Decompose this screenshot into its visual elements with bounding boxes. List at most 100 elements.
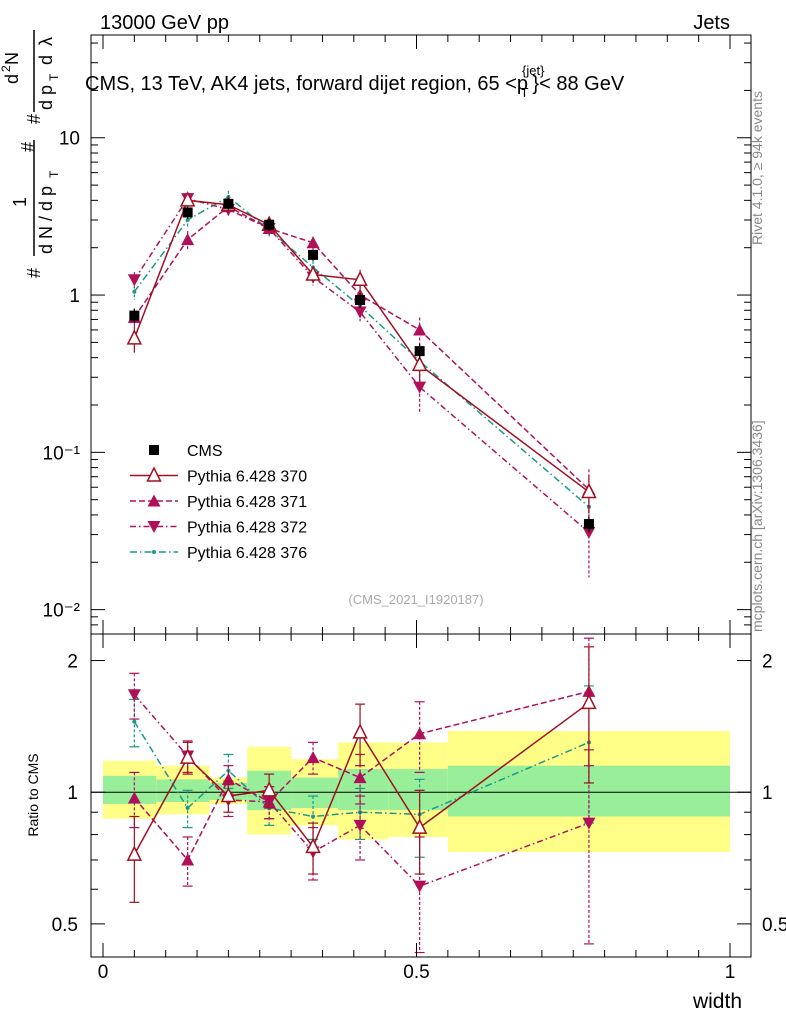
y-tick-label: 10⁻² <box>43 601 81 622</box>
ratio-point <box>221 772 235 785</box>
ratio-y-tick-label-right: 0.5 <box>762 915 786 936</box>
data-point <box>223 198 234 209</box>
svg-text:d: d <box>2 74 22 84</box>
data-point <box>306 236 320 249</box>
data-point <box>182 207 193 218</box>
data-point <box>581 482 597 499</box>
ratio-y-tick-label: 1 <box>67 783 78 804</box>
svg-text:λ: λ <box>36 37 56 46</box>
data-point <box>132 289 137 294</box>
ratio-point <box>132 719 137 724</box>
x-tick-label: 0 <box>98 962 109 983</box>
data-point <box>305 265 321 281</box>
data-point <box>355 295 366 306</box>
ratio-point <box>181 853 195 866</box>
data-point <box>582 526 596 539</box>
legend-label: Pythia 6.428 370 <box>187 469 307 486</box>
ratio-point <box>311 814 316 819</box>
title-text: CMS, 13 TeV, AK4 jets, forward dijet reg… <box>85 63 625 100</box>
data-point <box>414 346 425 357</box>
legend-item: Pythia 6.428 376 <box>130 545 307 562</box>
x-axis-label: width <box>692 990 742 1013</box>
series-line <box>133 196 590 508</box>
legend-label: Pythia 6.428 372 <box>187 520 307 537</box>
ratio-point <box>413 880 427 893</box>
svg-text:d N / d p: d N / d p <box>36 186 56 254</box>
ratio-point <box>413 727 427 740</box>
ratio-point <box>220 786 237 803</box>
ratio-point <box>353 819 367 832</box>
data-point <box>127 274 141 287</box>
legend-marker <box>146 466 162 482</box>
legend-label: Pythia 6.428 371 <box>187 494 307 511</box>
y-tick-label: 1 <box>69 286 80 307</box>
rivet-label: Rivet 4.1.0, ≥ 94k events <box>749 91 765 245</box>
legend-marker <box>149 445 159 455</box>
stat-uncertainty-band <box>388 768 448 811</box>
ratio-point <box>306 751 320 764</box>
data-point <box>413 323 427 336</box>
data-point <box>185 217 190 222</box>
legend-label: CMS <box>187 443 223 460</box>
data-point <box>126 329 143 345</box>
stat-uncertainty-band <box>103 775 157 804</box>
header-left: 13000 GeV pp <box>100 12 229 34</box>
analysis-id: (CMS_2021_I1920187) <box>348 592 483 607</box>
svg-text:2: 2 <box>0 65 13 72</box>
ratio-point <box>261 781 277 797</box>
legend-marker <box>152 550 156 554</box>
svg-text:#: # <box>18 142 38 152</box>
svg-text:T: T <box>47 73 61 81</box>
svg-text:T: T <box>47 170 61 178</box>
legend-item: Pythia 6.428 372 <box>130 520 307 537</box>
svg-text:1: 1 <box>10 197 30 207</box>
ratio-y-tick-label-right: 2 <box>762 652 773 673</box>
ratio-point <box>353 771 367 784</box>
data-point <box>353 306 367 319</box>
ratio-point <box>411 818 428 834</box>
axes-group: 10⁻² 10⁻¹ 1 10 0.5 0.5 1 1 2 2 0 0.5 1 <box>43 34 786 983</box>
legend-item: CMS <box>149 443 223 460</box>
series-pythia-6-428-370 <box>126 191 597 514</box>
svg-text:d p: d p <box>36 85 56 110</box>
header-right: Jets <box>693 12 730 34</box>
y-tick-label: 10⁻¹ <box>43 443 81 464</box>
data-point <box>583 519 594 530</box>
ratio-ylabel: Ratio to CMS <box>25 753 41 836</box>
ratio-line <box>133 702 590 855</box>
data-point <box>413 381 427 394</box>
svg-text:#: # <box>24 268 44 278</box>
ratio-y-tick-label: 0.5 <box>52 915 78 936</box>
data-point <box>308 249 319 260</box>
legend: CMS Pythia 6.428 370 Pythia 6.428 371 Pythi… <box>130 443 307 562</box>
mcplots-label: mcplots.cern.ch [arXiv:1306.3436] <box>749 420 765 632</box>
svg-text:d: d <box>36 55 56 65</box>
ratio-series-group <box>126 637 597 954</box>
data-point <box>181 233 195 246</box>
legend-marker <box>147 521 161 533</box>
x-tick-label: 0.5 <box>403 962 429 983</box>
legend-item: Pythia 6.428 370 <box>130 466 307 486</box>
y-tick-label: 10 <box>59 129 80 150</box>
data-point <box>411 355 428 372</box>
ratio-point <box>126 845 143 861</box>
ratio-point <box>127 689 141 702</box>
ratio-y-tick-label: 2 <box>67 652 78 673</box>
ratio-line <box>133 721 590 818</box>
legend-label: Pythia 6.428 376 <box>187 545 307 562</box>
series-cms <box>129 198 594 533</box>
ratio-plot-frame <box>90 633 752 958</box>
chart-title: CMS, 13 TeV, AK4 jets, forward dijet reg… <box>85 63 625 100</box>
legend-item: Pythia 6.428 371 <box>130 494 307 511</box>
data-point <box>352 270 368 287</box>
series-line <box>133 205 590 491</box>
ratio-y-tick-label-right: 1 <box>762 783 773 804</box>
ratio-point <box>352 723 368 739</box>
ratio-point <box>582 817 596 830</box>
ratio-point <box>179 748 196 764</box>
ratio-point <box>127 791 141 804</box>
data-point <box>179 191 196 207</box>
svg-text:N: N <box>2 52 22 65</box>
